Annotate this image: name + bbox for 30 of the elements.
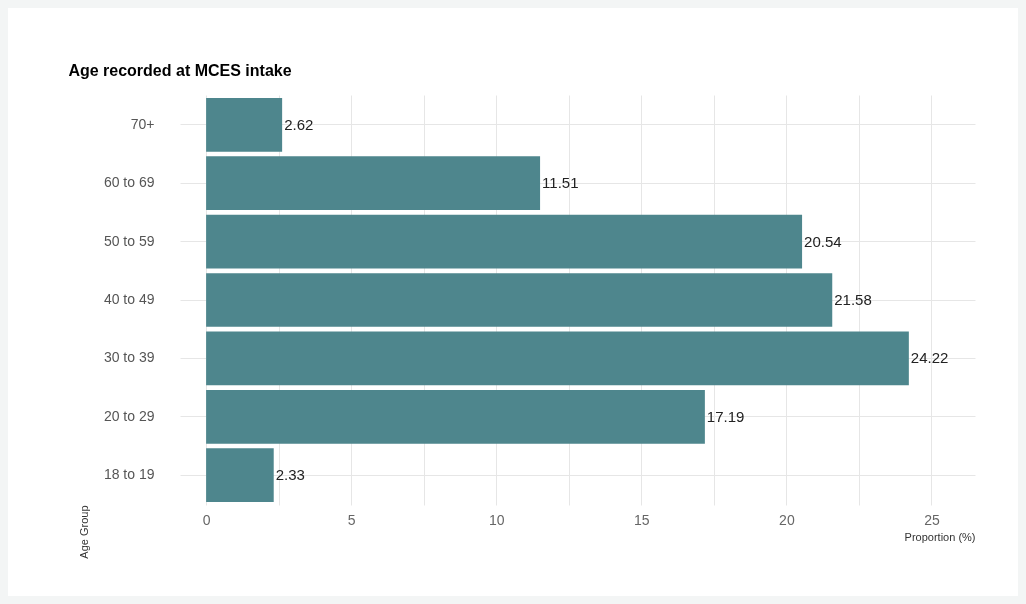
data-label: 17.19 xyxy=(706,407,745,425)
x-tick-label: 25 xyxy=(924,511,940,528)
y-tick-label: 60 to 69 xyxy=(103,174,155,191)
bar xyxy=(206,448,274,503)
y-tick-label: 50 to 59 xyxy=(103,232,155,249)
bar xyxy=(206,389,705,444)
x-tick-label: 0 xyxy=(202,511,211,528)
bar xyxy=(206,214,803,269)
bar xyxy=(206,97,283,152)
y-tick-label: 40 to 49 xyxy=(103,291,155,307)
y-tick-label: 18 to 19 xyxy=(103,466,155,483)
x-tick-label: 20 xyxy=(779,511,795,528)
data-label: 24.22 xyxy=(910,349,949,367)
x-tick-label: 15 xyxy=(634,511,650,528)
data-label: 2.62 xyxy=(284,115,314,133)
bar xyxy=(206,331,909,386)
bar xyxy=(206,273,833,327)
x-tick-label: 10 xyxy=(488,511,505,528)
x-axis-title: Proportion (%) xyxy=(904,530,976,543)
y-axis-title: Age Group xyxy=(77,505,90,559)
data-label: 2.33 xyxy=(275,466,305,484)
y-tick-label: 70+ xyxy=(130,115,155,132)
data-label: 11.51 xyxy=(542,174,579,192)
y-tick-label: 30 to 39 xyxy=(103,349,155,366)
data-label: 20.54 xyxy=(804,232,842,250)
bar xyxy=(206,156,541,211)
y-tick-label: 20 to 29 xyxy=(103,407,155,424)
data-label: 21.58 xyxy=(834,291,872,308)
chart-title: Age recorded at MCES intake xyxy=(68,62,292,79)
x-tick-label: 5 xyxy=(347,511,356,528)
